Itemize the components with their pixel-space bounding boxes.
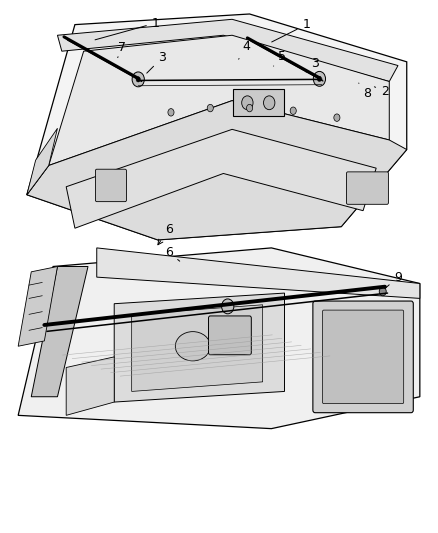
Circle shape — [379, 287, 386, 296]
FancyBboxPatch shape — [346, 172, 389, 204]
Text: 9: 9 — [385, 271, 402, 288]
FancyBboxPatch shape — [208, 316, 251, 355]
Text: 7: 7 — [118, 41, 126, 58]
Circle shape — [222, 299, 234, 314]
Polygon shape — [27, 160, 49, 195]
Text: 1: 1 — [272, 18, 310, 42]
Polygon shape — [49, 35, 389, 165]
Circle shape — [242, 96, 253, 110]
Text: 1: 1 — [95, 17, 159, 40]
Text: 5: 5 — [274, 50, 286, 66]
Text: 2: 2 — [374, 85, 389, 98]
Polygon shape — [27, 128, 57, 195]
Circle shape — [207, 104, 213, 112]
Polygon shape — [114, 293, 285, 402]
Circle shape — [290, 107, 296, 115]
Polygon shape — [18, 248, 420, 429]
Circle shape — [313, 71, 325, 86]
Circle shape — [264, 96, 275, 110]
Text: 6: 6 — [158, 223, 173, 245]
Circle shape — [132, 72, 145, 87]
Polygon shape — [18, 266, 57, 346]
Polygon shape — [132, 305, 263, 391]
Polygon shape — [31, 266, 88, 397]
Polygon shape — [27, 14, 407, 240]
FancyBboxPatch shape — [313, 301, 413, 413]
Polygon shape — [57, 19, 398, 82]
Circle shape — [168, 109, 174, 116]
Circle shape — [334, 114, 340, 122]
Polygon shape — [233, 90, 284, 116]
Text: 8: 8 — [359, 83, 371, 100]
Polygon shape — [66, 130, 376, 228]
Circle shape — [136, 77, 141, 82]
Text: 3: 3 — [147, 51, 166, 73]
Text: 4: 4 — [239, 41, 251, 59]
Ellipse shape — [175, 332, 210, 361]
FancyBboxPatch shape — [322, 310, 404, 403]
Text: 3: 3 — [306, 57, 319, 72]
Text: 6: 6 — [165, 246, 180, 261]
Polygon shape — [97, 248, 420, 298]
FancyBboxPatch shape — [95, 169, 127, 201]
Circle shape — [247, 104, 253, 112]
Polygon shape — [27, 101, 407, 240]
Circle shape — [317, 76, 321, 82]
Polygon shape — [66, 357, 114, 415]
